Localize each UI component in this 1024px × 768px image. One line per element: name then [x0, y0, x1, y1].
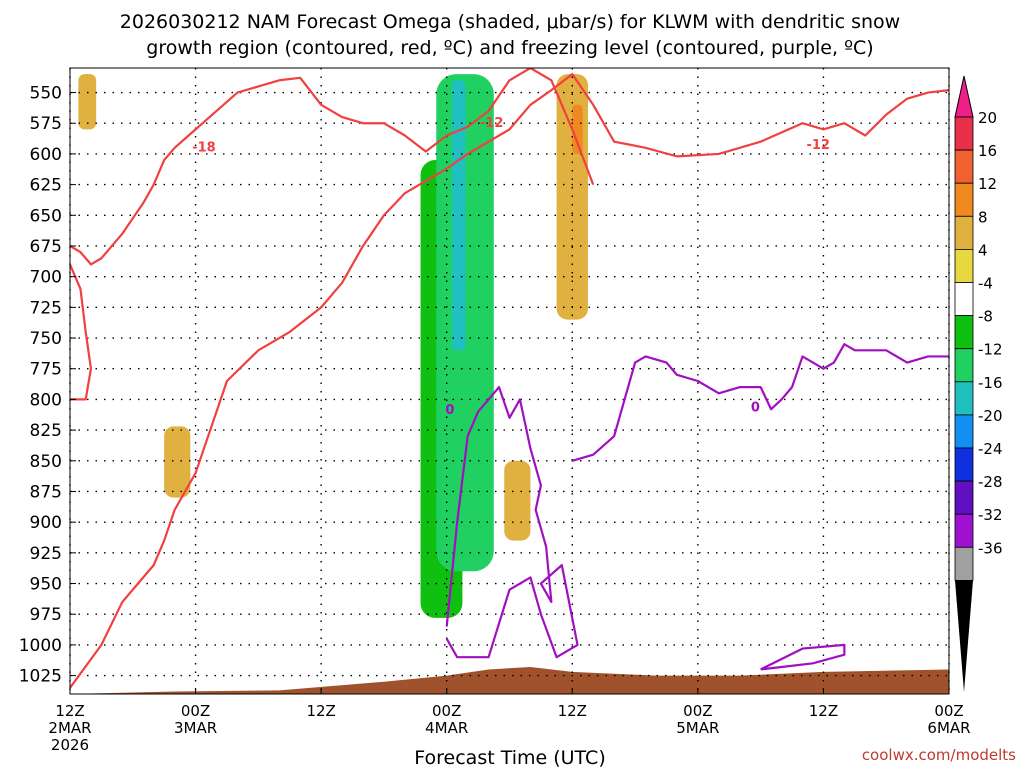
- x-tick-label-0-2: 2MAR: [48, 719, 91, 737]
- y-tick-label-750: 750: [30, 329, 62, 349]
- y-tick-label-925: 925: [30, 544, 62, 564]
- colorbar-swatch-0: [954, 116, 974, 151]
- colorbar-label--28: -28: [978, 473, 1003, 491]
- y-tick-label-700: 700: [30, 268, 62, 288]
- x-tick-label-24-1: 12Z: [306, 702, 335, 720]
- red-contour-label-1: -12: [480, 116, 504, 131]
- colorbar-swatch-3: [954, 215, 974, 250]
- y-tick-label-1000: 1000: [19, 636, 62, 656]
- x-tick-label-72-1: 12Z: [809, 702, 838, 720]
- contour-lines: -18 -12 -12 0 0: [70, 68, 949, 689]
- red-contour-label-0: -18: [192, 140, 216, 155]
- colorbar-label--12: -12: [978, 341, 1003, 359]
- purple-contour-label-1: 0: [751, 401, 760, 416]
- y-tick-label-550: 550: [30, 84, 62, 104]
- colorbar-label--24: -24: [978, 440, 1003, 458]
- colorbar-swatch-9: [954, 414, 974, 449]
- omega-region-4: [922, 74, 949, 517]
- colorbar-top-arrow: [954, 75, 974, 118]
- colorbar-label-8: 8: [978, 208, 988, 226]
- omega-region-2: [451, 80, 466, 351]
- colorbar-swatch-4: [954, 248, 974, 283]
- x-tick-label-36-1: 00Z: [432, 702, 461, 720]
- dendritic_growth_temps-contour-2: [70, 263, 93, 401]
- colorbar-swatch-7: [954, 348, 974, 383]
- colorbar-swatch-8: [954, 381, 974, 416]
- red-contour-label-2: -12: [806, 138, 830, 153]
- colorbar-swatch-6: [954, 315, 974, 350]
- y-tick-label-875: 875: [30, 482, 62, 502]
- purple-contour-label-0: 0: [445, 403, 454, 418]
- chart-title-line2: growth region (contoured, red, ºC) and f…: [146, 37, 873, 59]
- y-tick-label-1025: 1025: [19, 667, 62, 687]
- y-tick-label-800: 800: [30, 390, 62, 410]
- x-tick-label-12-1: 00Z: [181, 702, 210, 720]
- y-tick-label-900: 900: [30, 513, 62, 533]
- colorbar-label--32: -32: [978, 506, 1003, 524]
- colorbar-label--4: -4: [978, 275, 993, 293]
- colorbar-swatch-13: [954, 546, 974, 581]
- x-tick-label-36-2: 4MAR: [425, 719, 468, 737]
- y-tick-label-725: 725: [30, 298, 62, 318]
- omega-region-6: [572, 104, 583, 154]
- colorbar-swatch-10: [954, 447, 974, 482]
- colorbar-bottom-arrow: [955, 580, 973, 692]
- terrain-fill: [70, 666, 949, 694]
- colorbar: 20 16 12 8 4 -4 -8 -12 -16 -20 -24 -28 -32 -36: [954, 75, 1003, 692]
- y-tick-label-600: 600: [30, 145, 62, 165]
- y-tick-label-675: 675: [30, 237, 62, 257]
- y-tick-label-625: 625: [30, 176, 62, 196]
- colorbar-swatch-2: [954, 182, 974, 217]
- colorbar-label-20: 20: [978, 109, 997, 127]
- colorbar-label-16: 16: [978, 142, 997, 160]
- omega-shading: [70, 74, 949, 694]
- x-tick-label-60-1: 00Z: [683, 702, 712, 720]
- y-tick-label-575: 575: [30, 114, 62, 134]
- y-tick-label-650: 650: [30, 206, 62, 226]
- x-tick-label-60-2: 5MAR: [676, 719, 719, 737]
- x-tick-label-84-1: 00Z: [934, 702, 963, 720]
- omega-region-3: [190, 74, 227, 130]
- plot-frame: [69, 67, 950, 695]
- x-tick-label-84-2: 6MAR: [927, 719, 970, 737]
- x-tick-label-12-2: 3MAR: [174, 719, 217, 737]
- y-tick-label-775: 775: [30, 360, 62, 380]
- freezing_level-contour-0: [445, 386, 579, 659]
- x-tick-label-48-1: 12Z: [558, 702, 587, 720]
- x-tick-label-0-3: 2026: [51, 736, 89, 754]
- colorbar-swatch-1: [954, 149, 974, 184]
- omega-region-9: [504, 460, 531, 541]
- colorbar-label-4: 4: [978, 241, 988, 259]
- colorbar-label--20: -20: [978, 407, 1003, 425]
- y-tick-label-975: 975: [30, 605, 62, 625]
- freezing_level-contour-1: [571, 343, 949, 462]
- y-axis-ticks: 550 575 600 625 650 675 700 725 750 775 800 825 850 8…: [19, 84, 76, 687]
- y-tick-label-825: 825: [30, 421, 62, 441]
- colorbar-swatch-5: [954, 282, 974, 316]
- y-tick-label-850: 850: [30, 452, 62, 472]
- credit-link[interactable]: coolwx.com/modelts: [862, 746, 1016, 764]
- colorbar-label--36: -36: [978, 539, 1003, 557]
- colorbar-label--8: -8: [978, 308, 993, 326]
- freezing_level-contour-2: [760, 643, 846, 671]
- gridlines: [69, 68, 950, 694]
- y-tick-label-950: 950: [30, 575, 62, 595]
- x-axis-label: Forecast Time (UTC): [414, 747, 605, 768]
- chart-title-line1: 2026030212 NAM Forecast Omega (shaded, μ…: [120, 11, 900, 33]
- colorbar-label--16: -16: [978, 374, 1003, 392]
- omega-region-7: [78, 74, 97, 130]
- dendritic_growth_temps-contour-1: [70, 68, 595, 266]
- colorbar-swatch-12: [954, 513, 974, 548]
- omega-region-8: [164, 426, 191, 498]
- x-tick-label-0-1: 12Z: [55, 702, 84, 720]
- colorbar-swatch-11: [954, 480, 974, 515]
- colorbar-label-12: 12: [978, 175, 997, 193]
- dendritic_growth_temps-contour-0: [70, 73, 949, 689]
